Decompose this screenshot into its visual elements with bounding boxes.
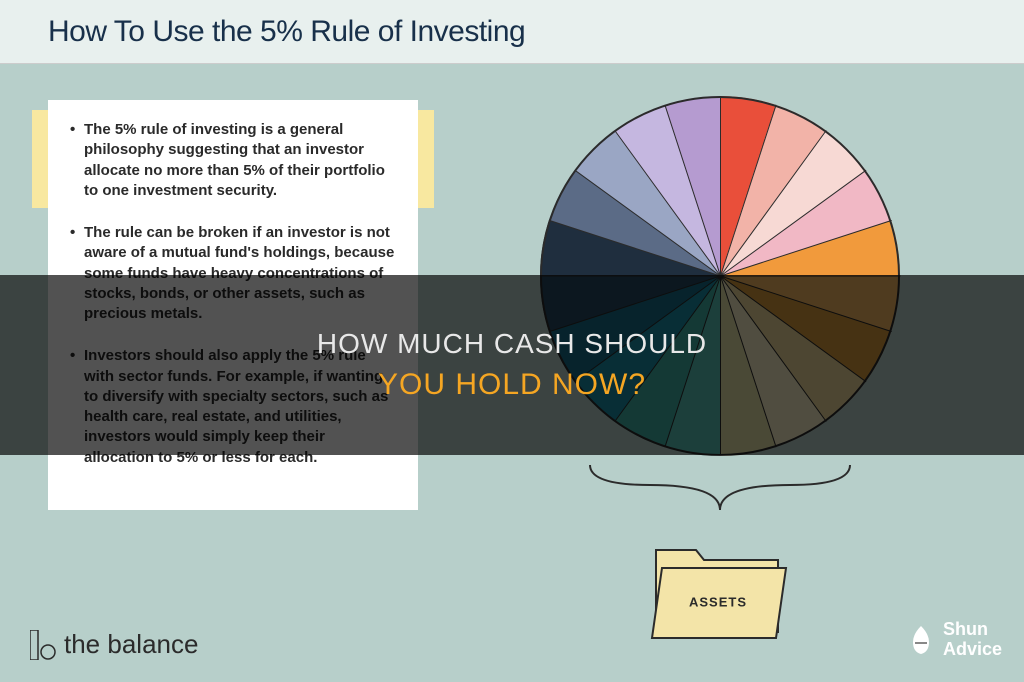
overlay-line-2: YOU HOLD NOW? bbox=[378, 368, 646, 402]
folder-icon: ASSETS bbox=[638, 528, 798, 648]
logo-right-line1: Shun bbox=[943, 620, 1002, 640]
balance-logo-icon bbox=[30, 630, 56, 660]
title-bar: How To Use the 5% Rule of Investing bbox=[0, 0, 1024, 64]
shun-logo-icon bbox=[907, 624, 935, 656]
page-title: How To Use the 5% Rule of Investing bbox=[48, 15, 525, 49]
bullet-item: The 5% rule of investing is a general ph… bbox=[70, 120, 396, 201]
brace-icon bbox=[580, 460, 860, 520]
logo-the-balance: the balance bbox=[30, 629, 198, 660]
logo-shun-advice: Shun Advice bbox=[907, 620, 1002, 660]
logo-left-text: the balance bbox=[64, 629, 198, 660]
overlay-line-1: HOW MUCH CASH SHOULD bbox=[317, 328, 707, 360]
overlay-band: HOW MUCH CASH SHOULD YOU HOLD NOW? bbox=[0, 275, 1024, 455]
logo-right-line2: Advice bbox=[943, 640, 1002, 660]
folder-label: ASSETS bbox=[689, 595, 747, 610]
